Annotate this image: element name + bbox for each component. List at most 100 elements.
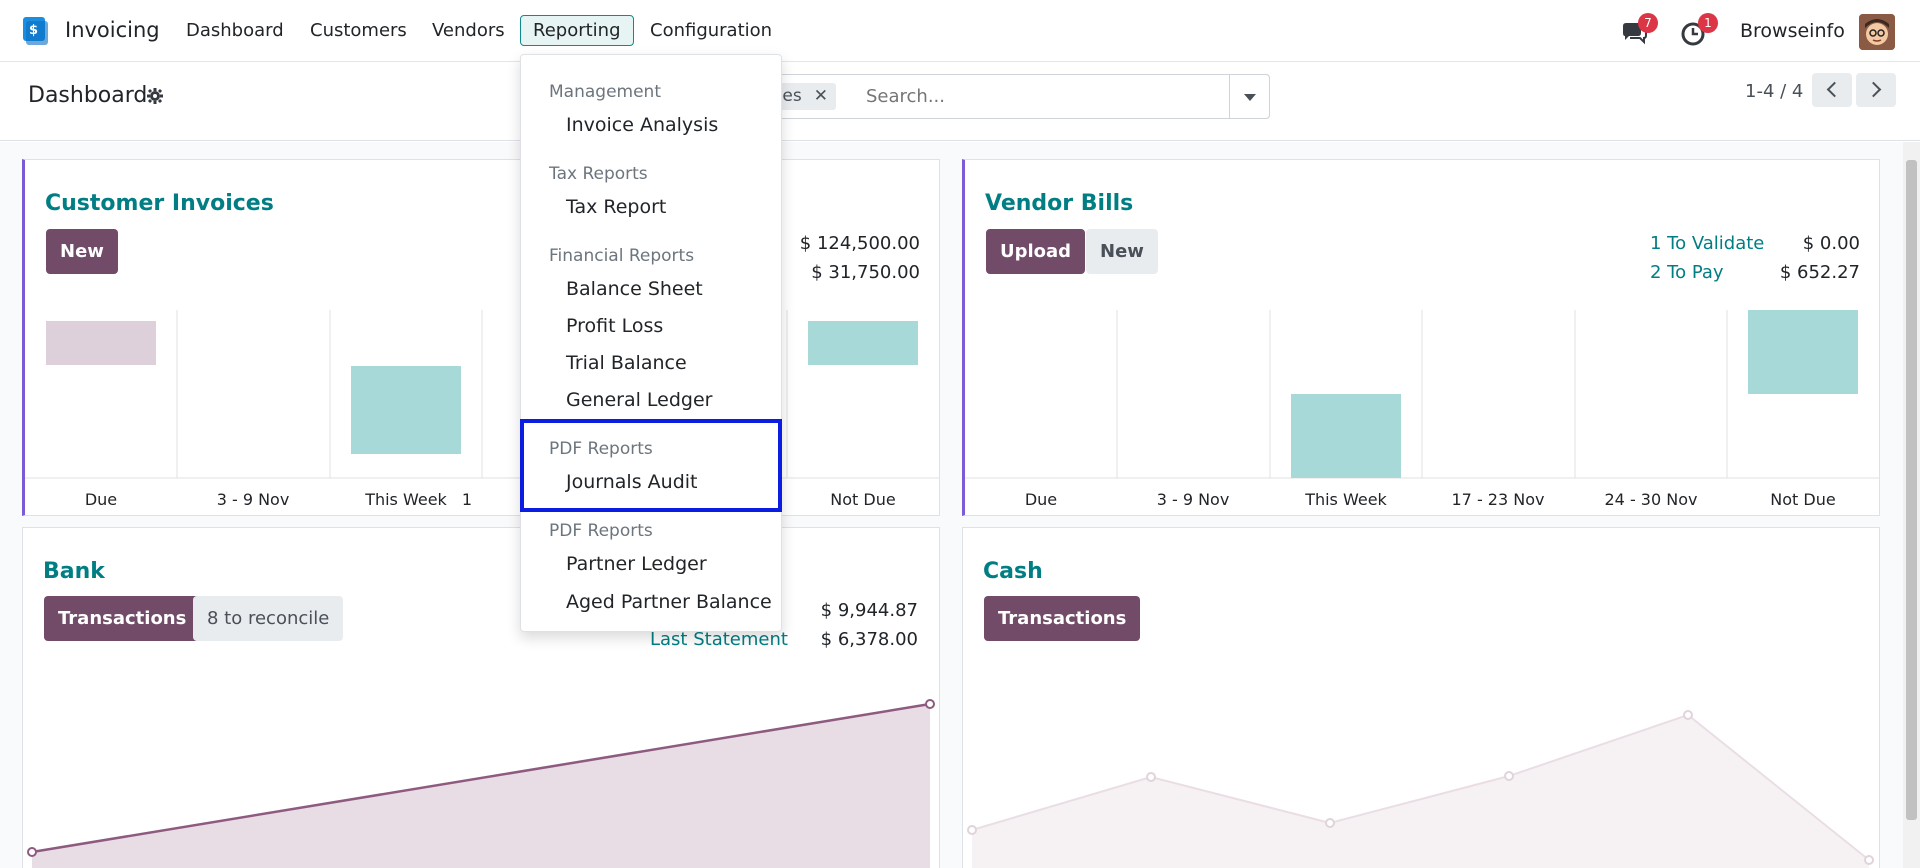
chart-label: Not Due (830, 490, 896, 509)
card-title[interactable]: Cash (983, 559, 1043, 584)
new-invoice-button[interactable]: New (46, 229, 118, 274)
vendor-bills-card: Vendor Bills Upload New 1 To Validate $ … (962, 159, 1880, 516)
user-menu[interactable]: Browseinfo (1740, 20, 1845, 42)
pager-previous-button[interactable] (1812, 73, 1852, 107)
menu-header-pdf-reports-2: PDF Reports (549, 521, 653, 541)
to-validate-link[interactable]: 1 To Validate (1650, 233, 1765, 254)
svg-text:$: $ (29, 23, 38, 38)
avatar-face-icon (1859, 14, 1895, 50)
menu-item-trial-balance[interactable]: Trial Balance (566, 352, 687, 374)
cash-line-chart[interactable] (963, 678, 1878, 868)
bar-not-due (1748, 310, 1858, 394)
menu-header-tax-reports: Tax Reports (549, 164, 648, 184)
activities-badge: 1 (1698, 13, 1718, 33)
point (1325, 818, 1335, 828)
bank-card: Bank Transactions 8 to reconcile $ 9,944… (22, 527, 940, 868)
highlight-annotation-box (520, 419, 782, 512)
chart-label: Not Due (1770, 490, 1836, 509)
bank-line-chart[interactable] (23, 678, 938, 868)
menu-item-general-ledger[interactable]: General Ledger (566, 389, 713, 411)
cash-card: Cash Transactions (962, 527, 1880, 868)
point (925, 699, 935, 709)
search-options-toggle[interactable] (1229, 74, 1270, 119)
last-statement-link[interactable]: Last Statement (650, 629, 788, 650)
vendor-bills-bar-chart[interactable] (965, 310, 1880, 490)
cash-transactions-button[interactable]: Transactions (984, 596, 1141, 641)
reporting-dropdown-menu: Management Invoice Analysis Tax Reports … (520, 54, 782, 632)
chart-label: 1 (461, 490, 473, 509)
point (1864, 855, 1874, 865)
top-navbar: $ Invoicing Dashboard Customers Vendors … (0, 0, 1920, 62)
chart-label: This Week (365, 490, 447, 509)
messages-badge: 7 (1638, 13, 1658, 33)
control-panel: Dashboard rites✕ 1-4 / 4 (0, 63, 1920, 141)
pager-value[interactable]: 1-4 / 4 (1745, 81, 1804, 102)
point (27, 847, 37, 857)
bank-transactions-button[interactable]: Transactions (44, 596, 201, 641)
to-pay-link[interactable]: 2 To Pay (1650, 262, 1724, 283)
nav-customers[interactable]: Customers (310, 20, 407, 41)
invoices-bar-chart[interactable] (25, 310, 940, 490)
chart-label: This Week (1305, 490, 1387, 509)
nav-vendors[interactable]: Vendors (432, 20, 505, 41)
menu-item-journals-audit[interactable]: Journals Audit (566, 471, 698, 493)
activities-button[interactable]: 1 (1680, 13, 1718, 46)
reconcile-button[interactable]: 8 to reconcile (193, 596, 344, 641)
bank-balance-line (31, 702, 931, 854)
avatar[interactable] (1859, 14, 1895, 50)
invoices-amount-1[interactable]: $ 124,500.00 (799, 233, 920, 254)
chart-label: Due (84, 490, 118, 509)
scrollbar-thumb[interactable] (1906, 160, 1917, 820)
messages-button[interactable]: 7 (1620, 13, 1658, 46)
search-input[interactable] (866, 83, 1216, 110)
card-title[interactable]: Vendor Bills (985, 191, 1134, 216)
to-pay-value: $ 652.27 (1779, 262, 1860, 283)
nav-configuration[interactable]: Configuration (650, 20, 773, 41)
chat-icon (1623, 23, 1647, 45)
menu-header-financial-reports: Financial Reports (549, 246, 695, 266)
chart-label: 24 - 30 Nov (1604, 490, 1698, 509)
chart-label: Due (1024, 490, 1058, 509)
menu-header-management: Management (549, 82, 661, 102)
chevron-right-icon (1865, 81, 1882, 98)
menu-item-partner-ledger[interactable]: Partner Ledger (566, 553, 707, 575)
nav-reporting[interactable]: Reporting (520, 15, 634, 46)
menu-header-pdf-reports: PDF Reports (549, 439, 653, 459)
app-name[interactable]: Invoicing (65, 18, 160, 42)
bank-balance: $ 9,944.87 (820, 600, 918, 621)
bar-this-week (1291, 394, 1401, 478)
invoices-amount-2[interactable]: $ 31,750.00 (811, 262, 920, 283)
menu-item-aged-partner-balance[interactable]: Aged Partner Balance (566, 591, 772, 613)
card-title[interactable]: Customer Invoices (45, 191, 274, 216)
pager-next-button[interactable] (1856, 73, 1896, 107)
menu-item-tax-report[interactable]: Tax Report (566, 196, 667, 218)
close-icon[interactable]: ✕ (813, 86, 828, 106)
clock-icon (1681, 22, 1705, 46)
nav-dashboard[interactable]: Dashboard (186, 20, 284, 41)
menu-item-invoice-analysis[interactable]: Invoice Analysis (566, 114, 719, 136)
cash-balance-line (971, 713, 1870, 861)
chevron-left-icon (1826, 81, 1843, 98)
invoicing-app-icon[interactable]: $ (20, 17, 50, 45)
upload-button[interactable]: Upload (986, 229, 1086, 274)
last-statement-value: $ 6,378.00 (820, 629, 918, 650)
card-title[interactable]: Bank (43, 559, 105, 584)
chart-label: 17 - 23 Nov (1451, 490, 1545, 509)
point (1504, 771, 1514, 781)
to-validate-value: $ 0.00 (1802, 233, 1860, 254)
point (1683, 710, 1693, 720)
gear-icon[interactable] (147, 88, 163, 104)
new-bill-button[interactable]: New (1086, 229, 1158, 274)
caret-down-icon (1244, 94, 1256, 101)
bar-not-due (808, 321, 918, 365)
point (1146, 772, 1156, 782)
bar-this-week (351, 366, 461, 454)
point (967, 825, 977, 835)
search-bar: rites ✕ (747, 74, 1270, 119)
chart-label: 3 - 9 Nov (1156, 490, 1230, 509)
menu-item-balance-sheet[interactable]: Balance Sheet (566, 278, 703, 300)
bar-due (46, 321, 156, 365)
menu-item-profit-loss[interactable]: Profit Loss (566, 315, 664, 337)
customer-invoices-card: Customer Invoices New $ 124,500.00 $ 31,… (22, 159, 940, 516)
page-title: Dashboard (28, 83, 148, 108)
